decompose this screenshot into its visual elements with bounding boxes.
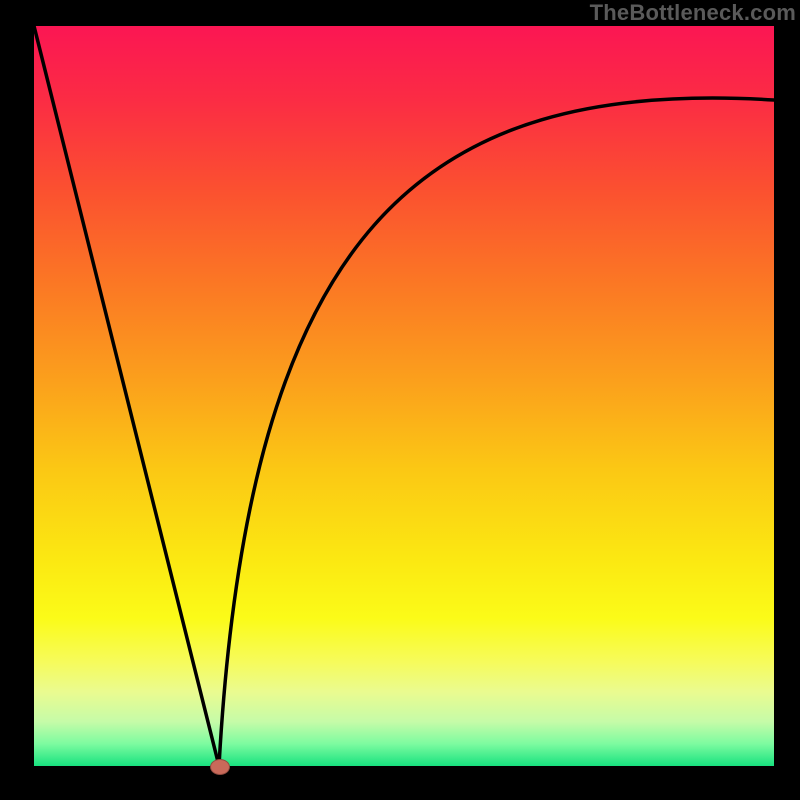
gradient-background: [34, 26, 774, 766]
watermark-text: TheBottleneck.com: [590, 0, 796, 26]
minimum-marker: [210, 759, 230, 775]
plot-area: [34, 26, 774, 766]
chart-container: TheBottleneck.com: [0, 0, 800, 800]
